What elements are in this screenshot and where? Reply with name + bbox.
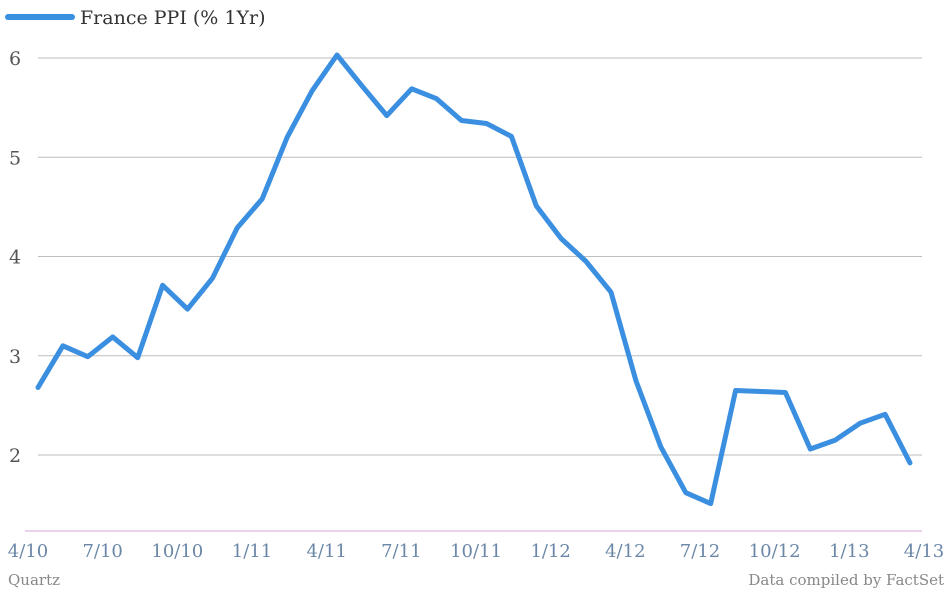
x-tick-label: 7/12 <box>680 541 720 562</box>
x-tick-label: 4/13 <box>904 541 944 562</box>
legend: France PPI (% 1Yr) <box>5 7 266 29</box>
x-tick-label: 1/11 <box>232 541 272 562</box>
x-tick-label: 1/12 <box>530 541 570 562</box>
y-tick-label: 3 <box>9 346 21 368</box>
y-tick-label: 5 <box>9 147 21 169</box>
x-tick-label: 4/12 <box>605 541 645 562</box>
x-tick-label: 7/10 <box>82 541 122 562</box>
y-axis-ticks: 2 3 4 5 6 <box>9 48 21 467</box>
series-line-france-ppi <box>35 52 913 507</box>
source-credit: Quartz <box>8 571 60 589</box>
x-tick-label: 4/10 <box>8 541 48 562</box>
y-tick-label: 4 <box>9 247 21 269</box>
y-tick-label: 6 <box>9 48 21 70</box>
x-tick-label: 4/11 <box>306 541 346 562</box>
x-tick-label: 10/10 <box>151 541 203 562</box>
data-credit: Data compiled by FactSet <box>748 571 944 589</box>
x-tick-label: 1/13 <box>829 541 869 562</box>
grid-lines <box>38 57 922 456</box>
x-tick-label: 10/12 <box>749 541 801 562</box>
x-tick-label: 10/11 <box>450 541 502 562</box>
legend-label: France PPI (% 1Yr) <box>80 7 266 29</box>
x-tick-label: 7/11 <box>381 541 421 562</box>
y-tick-label: 2 <box>9 445 21 467</box>
x-axis-ticks: 4/10 7/10 10/10 1/11 4/11 7/11 10/11 1/12 4/12 7/… <box>8 541 944 562</box>
